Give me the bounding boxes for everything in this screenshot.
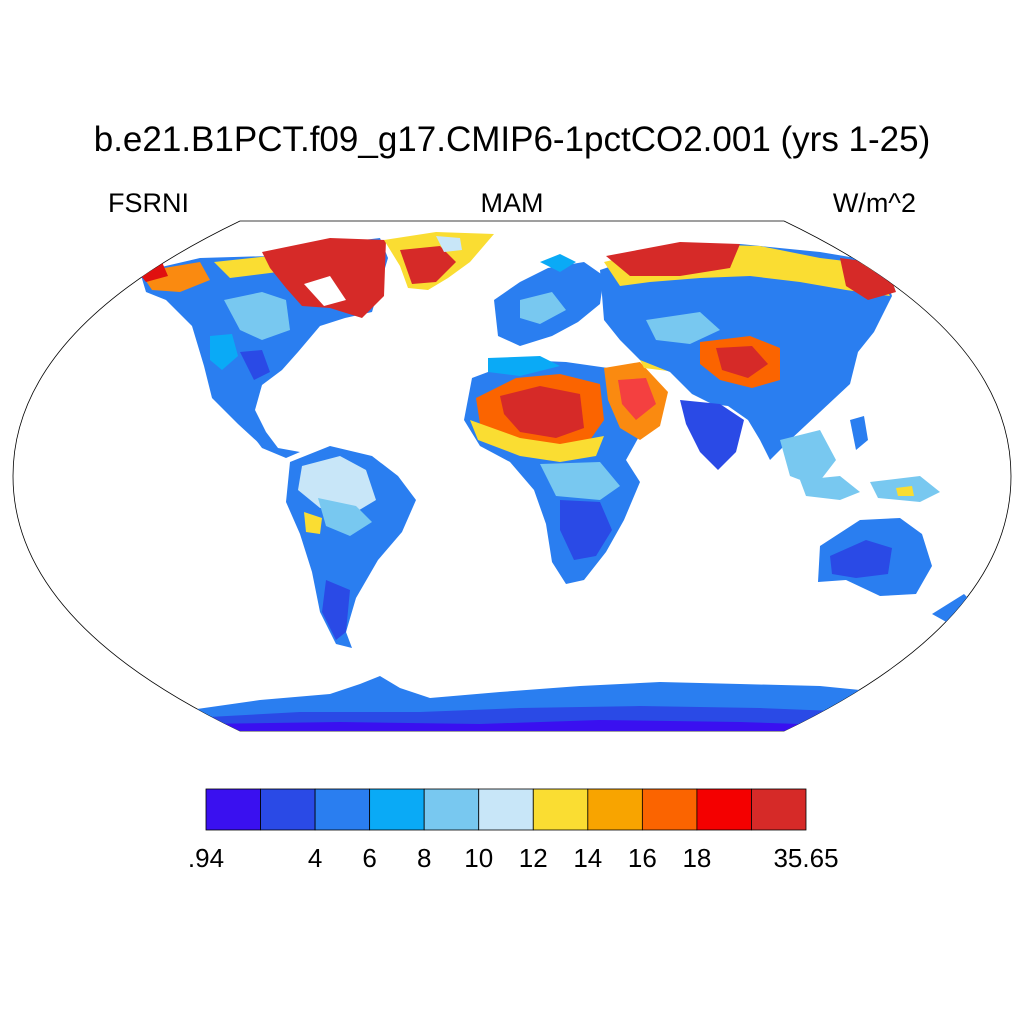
units-label: W/m^2 <box>832 188 916 218</box>
colorbar-tick-label: 10 <box>464 843 494 873</box>
colorbar-tick-label: 16 <box>627 843 657 873</box>
region-north-america <box>136 238 388 458</box>
colorbar-swatch-2 <box>260 788 316 831</box>
colorbar-tick-label: 35.65 <box>773 843 839 873</box>
land-fill-layer <box>136 232 974 731</box>
region-antarctica <box>140 676 900 731</box>
colorbar-tick-label: 8 <box>416 843 432 873</box>
region-south-america <box>286 446 416 648</box>
region-greenland <box>384 232 494 290</box>
colorbar-tick-label: 4 <box>307 843 323 873</box>
colorbar-swatch-3 <box>314 788 371 831</box>
region-southeast-asia <box>800 476 940 502</box>
region-africa <box>464 356 646 584</box>
colorbar-tick-label: 14 <box>573 843 603 873</box>
colorbar-swatch-5 <box>423 788 480 831</box>
colorbar-swatch-9 <box>641 788 698 831</box>
colorbar-tick-label: 12 <box>518 843 548 873</box>
season-label: MAM <box>480 188 544 218</box>
colorbar-swatch-4 <box>369 788 425 831</box>
colorbar-swatch-11 <box>751 788 807 831</box>
colorbar-tick-label: .94 <box>187 843 225 873</box>
region-europe <box>494 254 604 346</box>
colorbar-swatch-1 <box>205 788 261 831</box>
colorbar-swatch-8 <box>587 788 643 831</box>
region-australia <box>818 518 974 624</box>
colorbar-tick-label: 6 <box>362 843 377 873</box>
colorbar-swatch-7 <box>532 788 589 831</box>
colorbar-tick-label: 18 <box>682 843 712 873</box>
colorbar-swatch-10 <box>696 788 752 831</box>
plot-title: b.e21.B1PCT.f09_g17.CMIP6-1pctCO2.001 (y… <box>93 120 931 159</box>
variable-label: FSRNI <box>108 188 189 218</box>
colorbar-swatch-6 <box>478 788 534 831</box>
region-asia <box>600 242 896 486</box>
